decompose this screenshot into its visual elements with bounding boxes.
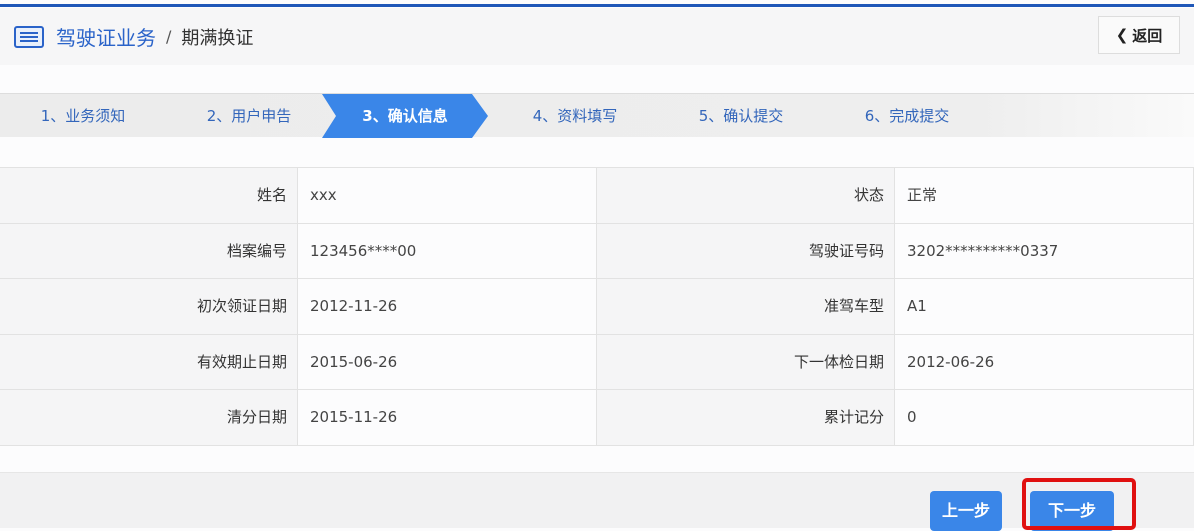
step-5: 5、确认提交 <box>698 107 784 125</box>
step-progress: 1、业务须知 2、用户申告 3、确认信息 4、资料填写 5、确认提交 6、完成提… <box>0 93 1194 138</box>
table-row: 清分日期 2015-11-26 累计记分 0 <box>0 390 1194 446</box>
field-value: 2015-11-26 <box>298 390 597 445</box>
field-label: 状态 <box>597 168 895 223</box>
breadcrumb-section[interactable]: 驾驶证业务 <box>56 26 156 50</box>
field-value: 123456****00 <box>298 223 597 279</box>
field-value: 正常 <box>895 168 1194 223</box>
field-value: 3202**********0337 <box>895 223 1194 279</box>
step-1: 1、业务须知 <box>40 107 126 125</box>
field-label: 档案编号 <box>0 223 298 279</box>
field-value: xxx <box>298 168 597 223</box>
field-value: A1 <box>895 279 1194 334</box>
field-value: 0 <box>895 390 1194 445</box>
table-row: 姓名 xxx 状态 正常 <box>0 168 1194 224</box>
prev-step-button[interactable]: 上一步 <box>930 491 1002 531</box>
chevron-left-icon: ❮ <box>1115 26 1129 44</box>
field-label: 下一体检日期 <box>597 334 895 390</box>
field-label: 清分日期 <box>0 390 298 445</box>
table-row: 有效期止日期 2015-06-26 下一体检日期 2012-06-26 <box>0 334 1194 391</box>
field-label: 准驾车型 <box>597 279 895 334</box>
field-label: 累计记分 <box>597 390 895 445</box>
step-3-active: 3、确认信息 <box>322 94 488 138</box>
info-table: 姓名 xxx 状态 正常 档案编号 123456****00 驾驶证号码 3202******… <box>0 167 1194 446</box>
back-label: 返回 <box>1132 26 1163 45</box>
top-accent-line <box>0 4 1194 7</box>
footer-bar <box>0 472 1194 528</box>
list-icon <box>14 25 44 48</box>
breadcrumb-separator: / <box>166 27 172 46</box>
back-button[interactable]: ❮ 返回 <box>1098 16 1180 54</box>
step-4: 4、资料填写 <box>532 107 618 125</box>
table-row: 档案编号 123456****00 驾驶证号码 3202**********0337 <box>0 223 1194 280</box>
page-header: 驾驶证业务 / 期满换证 <box>0 8 1194 65</box>
highlight-box <box>1022 478 1136 530</box>
table-row: 初次领证日期 2012-11-26 准驾车型 A1 <box>0 279 1194 335</box>
field-label: 驾驶证号码 <box>597 223 895 279</box>
field-label: 姓名 <box>0 168 298 223</box>
step-6: 6、完成提交 <box>864 107 950 125</box>
field-value: 2012-11-26 <box>298 279 597 334</box>
field-label: 初次领证日期 <box>0 279 298 334</box>
breadcrumb-page: 期满换证 <box>181 27 254 49</box>
field-label: 有效期止日期 <box>0 334 298 390</box>
field-value: 2015-06-26 <box>298 334 597 390</box>
next-step-button[interactable]: 下一步 <box>1030 491 1114 531</box>
step-2: 2、用户申告 <box>206 107 292 125</box>
field-value: 2012-06-26 <box>895 334 1194 390</box>
